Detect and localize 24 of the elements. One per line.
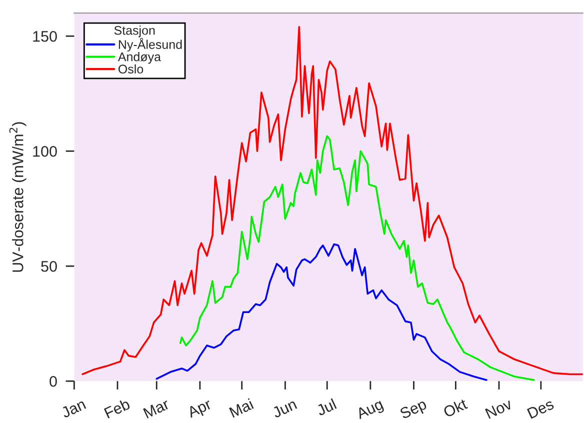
legend-title: Stasjon [114,26,155,38]
legend-label: Ny-Ålesund [118,38,182,52]
x-tick-label: Jul [315,398,337,416]
x-tick-label: Feb [104,398,131,419]
y-tick-label: 0 [50,376,57,387]
legend-label: Andøya [118,52,161,64]
y-tick-label: 100 [33,146,57,157]
y-tick-label: 50 [41,260,57,272]
x-tick-label: Jan [60,398,86,418]
line-series [156,243,488,381]
x-tick-label: Apr [186,398,214,421]
x-tick-label: Mar [143,398,170,419]
y-tick-label: 150 [33,30,57,42]
line-series [82,26,583,376]
x-tick-label: Mai [228,398,254,418]
x-tick-label: Aug [355,398,385,422]
y-axis-title: UV-doserate (mW/m$^{2}$) [9,122,26,272]
x-tick-label: Des [526,398,554,419]
legend-label: Oslo [118,64,144,74]
x-tick-label: Okt [442,398,468,418]
line-series [179,135,535,381]
x-tick-label: Sep [399,398,428,422]
x-tick-label: Jun [271,398,298,418]
x-tick-label: Nov [485,398,513,419]
